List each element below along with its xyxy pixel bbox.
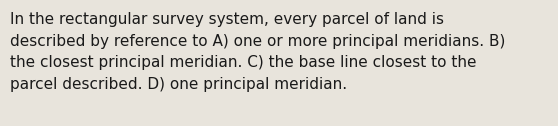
Text: In the rectangular survey system, every parcel of land is
described by reference: In the rectangular survey system, every … xyxy=(10,12,506,92)
